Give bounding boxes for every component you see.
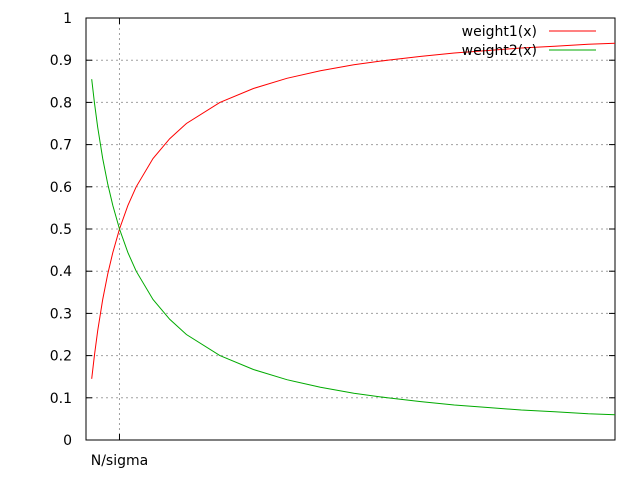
y-tick-label: 0.3 [50,306,72,322]
y-tick-label: 1 [63,11,72,27]
plot-frame [85,17,616,441]
y-tick-label: 0.2 [50,349,72,365]
x-tick-label: N/sigma [91,453,148,469]
grid [86,18,615,440]
y-tick-label: 0.8 [50,95,72,111]
legend: weight1(x) weight2(x) [462,24,596,59]
legend-label-2: weight2(x) [462,43,537,59]
series [91,42,616,416]
y-tick-label: 0.9 [50,53,72,69]
legend-label-1: weight1(x) [462,24,537,40]
y-tick-label: 0.4 [50,264,72,280]
series-line-1 [91,42,616,379]
axis-ticks: 0 0.1 0.2 0.3 0.4 0.5 0.6 0.7 0.8 0.9 1 N/sigma [50,11,615,469]
y-tick-label: 0.5 [50,222,72,238]
y-tick-label: 0.7 [50,138,72,154]
y-tick-label: 0.1 [50,391,72,407]
y-tick-label: 0 [63,433,72,449]
series-line-2 [91,79,616,416]
y-tick-label: 0.6 [50,180,72,196]
